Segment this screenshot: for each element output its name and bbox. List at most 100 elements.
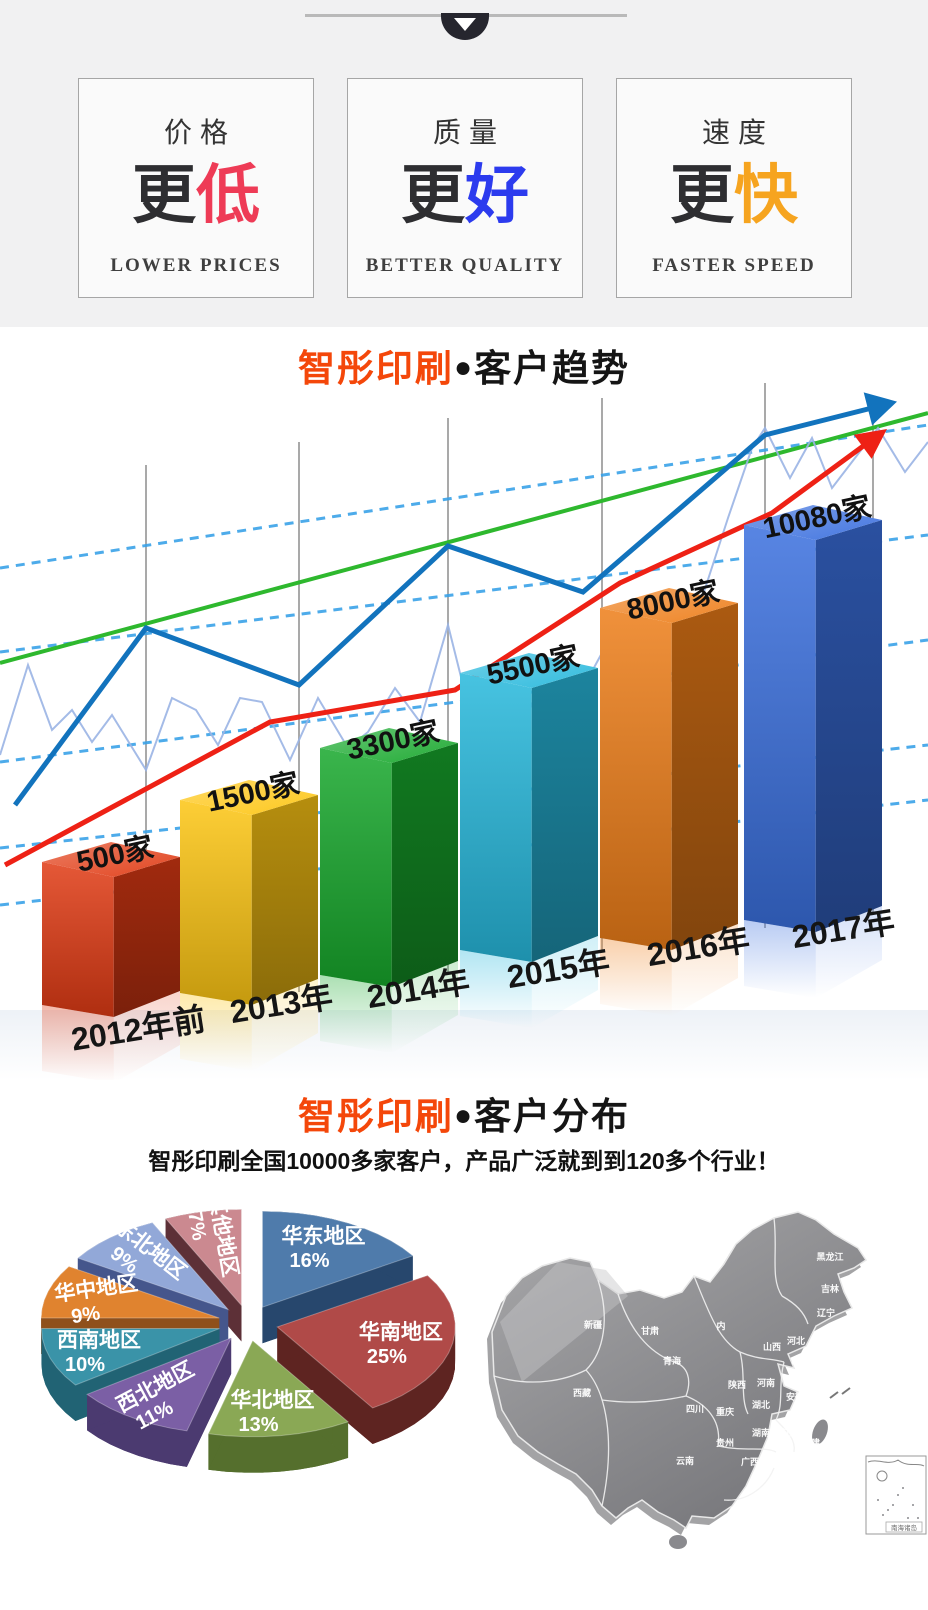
province-label: 辽宁: [817, 1307, 835, 1318]
card-emphasis-2: 快: [734, 160, 798, 231]
bar-top-face: [320, 728, 458, 763]
card-title: 价格: [163, 118, 236, 149]
card-subtitle: BETTER QUALITY: [365, 255, 565, 277]
pie-slice-label: 西南地区: [57, 1328, 141, 1352]
province-label: 云南: [676, 1455, 694, 1466]
bar-top-face: [180, 780, 318, 815]
bar-front-face: [600, 608, 672, 950]
pie-slice-percent: 16%: [289, 1250, 329, 1272]
map-hainan: [669, 1535, 687, 1549]
pie-slice-percent: 13%: [238, 1414, 278, 1436]
province-label: 西藏: [573, 1387, 591, 1398]
map-inset: 南海诸岛: [865, 1455, 927, 1535]
province-label: 江西: [782, 1427, 800, 1438]
card-title: 质量: [432, 118, 505, 149]
province-label: 福建: [801, 1437, 821, 1448]
province-label: 山东: [791, 1355, 809, 1366]
card-price: 价格 更低 LOWER PRICES: [78, 78, 314, 298]
card-subtitle: LOWER PRICES: [110, 255, 282, 277]
card-emphasis-1: 好: [465, 160, 529, 231]
pie-slice-label: 华南地区: [359, 1320, 443, 1344]
province-label: 广东: [770, 1462, 788, 1473]
bar-side-face: [391, 743, 458, 987]
distribution-title-rest: 客户分布: [474, 1096, 631, 1137]
red-arrowhead-icon: [853, 429, 887, 459]
inset-label: 南海诸岛: [891, 1523, 917, 1532]
card-emphasis-0: 低: [196, 160, 260, 231]
top-banner: 价格 更低 LOWER PRICES 质量 更好 BETTER QUALITY …: [0, 0, 928, 327]
province-label: 广西: [741, 1456, 759, 1467]
blue-arrowhead-icon: [863, 392, 897, 426]
province-label: 河北: [787, 1335, 805, 1346]
pie-slice-percent: 7%: [183, 1210, 210, 1243]
bar-3: 5500家: [460, 639, 598, 1028]
pie-slice-label: 华北地区: [231, 1388, 315, 1412]
map-mainland: [491, 1211, 868, 1530]
pie-slice-top: [40, 1328, 220, 1386]
card-main: 更好: [348, 160, 582, 231]
province-label: 江苏: [799, 1377, 817, 1388]
pie-slice-top: [86, 1336, 233, 1432]
province-label: 河南: [757, 1377, 775, 1388]
card-quality: 质量 更好 BETTER QUALITY: [347, 78, 583, 298]
bar-front-face: [320, 748, 392, 987]
province-label: 新疆: [584, 1319, 602, 1330]
bar-top-face: [460, 653, 598, 688]
pie-slice-percent: 9%: [70, 1302, 102, 1328]
bar-side-face: [251, 795, 318, 1005]
card-lead: 更: [401, 160, 465, 231]
card-lead: 更: [670, 160, 734, 231]
chevron-down-icon: [454, 18, 476, 31]
divider-badge: [441, 13, 489, 40]
pie-slice-top: [207, 1339, 350, 1438]
bar-0: 500家: [42, 830, 180, 1080]
green-trend-line: [0, 411, 928, 665]
bar-top-face: [42, 842, 180, 877]
card-title: 速度: [701, 118, 774, 149]
blue-trend-line: [12, 405, 873, 807]
province-label: 安徽: [786, 1391, 805, 1402]
red-trend-line: [3, 441, 868, 868]
province-label: 黑龙江: [816, 1251, 843, 1262]
province-label: 青海: [663, 1355, 681, 1366]
map-islands: [829, 1387, 851, 1399]
bar-5: 10080家: [744, 489, 882, 998]
pie-slice-percent: 10%: [65, 1354, 105, 1376]
card-speed: 速度 更快 FASTER SPEED: [616, 78, 852, 298]
card-lead: 更: [132, 160, 196, 231]
distribution-title-brand: 智彤印刷: [297, 1096, 454, 1137]
province-label: 重庆: [716, 1406, 734, 1417]
bar-top-face: [744, 505, 882, 540]
pie-slice-top: [164, 1208, 242, 1307]
card-subtitle: FASTER SPEED: [652, 255, 816, 277]
bar-2: 3300家: [320, 714, 458, 1053]
bar-front-face: [180, 800, 252, 1005]
province-label: 陕西: [728, 1379, 746, 1390]
title-dot-icon: ●: [453, 1099, 475, 1132]
bar-side-face: [531, 668, 598, 962]
card-main: 更低: [79, 160, 313, 231]
pie-slice-percent: 25%: [367, 1346, 407, 1368]
bar-side-face: [815, 520, 882, 932]
card-main: 更快: [617, 160, 851, 231]
bar-side-face: [113, 857, 180, 1017]
distribution-subtitle: 智彤印刷全国10000多家客户，产品广泛就到到120多个行业！: [148, 1148, 780, 1174]
province-label: 甘肃: [641, 1325, 659, 1336]
pie-slice-top: [40, 1265, 220, 1319]
pie-slice-top: [261, 1210, 414, 1308]
map-highlight: [500, 1262, 628, 1382]
bar-front-face: [460, 673, 532, 962]
province-label: 浙江: [812, 1407, 830, 1418]
province-label: 湖南: [752, 1427, 770, 1438]
province-borders: [493, 1217, 809, 1507]
province-label: 吉林: [821, 1283, 840, 1294]
trend-title: 智彤印刷●客户趋势: [0, 338, 928, 392]
